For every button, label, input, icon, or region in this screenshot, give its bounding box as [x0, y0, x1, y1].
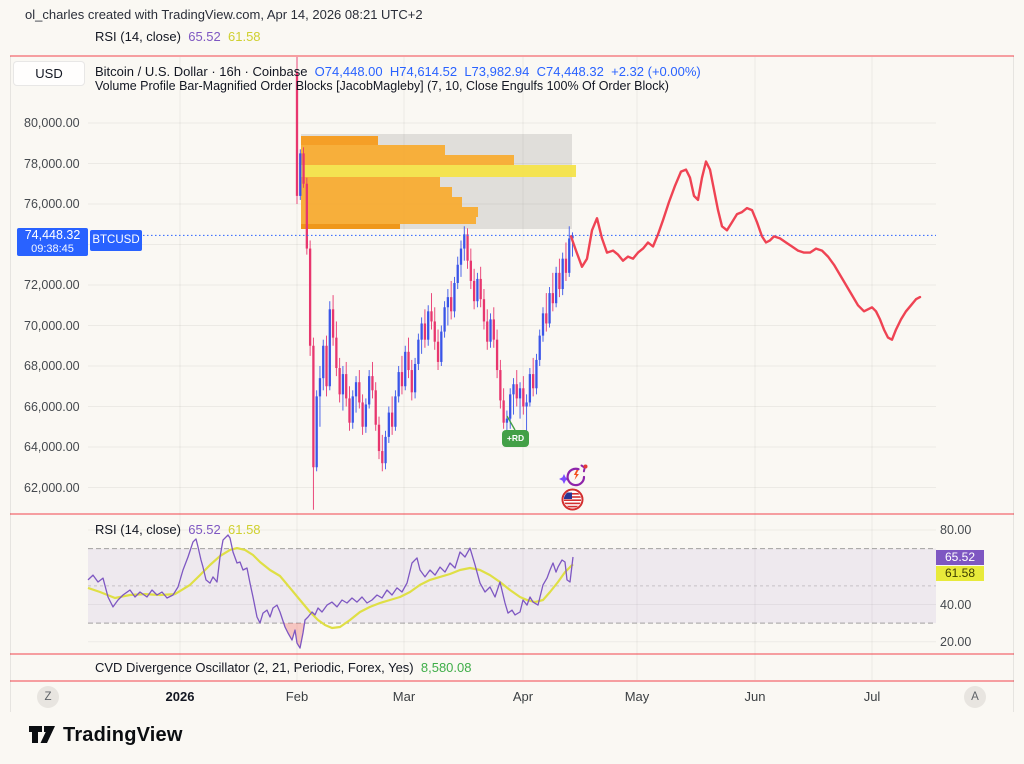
indicator-legend[interactable]: Volume Profile Bar-Magnified Order Block… — [95, 79, 669, 93]
cvd-pane-legend[interactable]: CVD Divergence Oscillator (2, 21, Period… — [95, 660, 471, 675]
pane-separator-axis[interactable] — [10, 680, 1014, 682]
time-tick-Feb: Feb — [285, 689, 309, 704]
widget-border-right — [1013, 56, 1014, 712]
rsi-ma-line — [87, 546, 574, 630]
profile-row — [301, 155, 514, 165]
projection-line — [569, 160, 922, 341]
price-change: +2.32 (+0.00%) — [611, 64, 701, 79]
volume-profile — [301, 134, 576, 229]
price-tick-label: 66,000.00 — [24, 399, 80, 414]
symbol-price-label-badge: BTCUSD — [90, 230, 142, 251]
rsi-oversold-fill — [283, 623, 308, 649]
current-price-badge: 74,448.32 09:38:45 — [17, 228, 88, 256]
pane-separator-cvd[interactable] — [10, 653, 1014, 655]
rsi-legend-title: RSI (14, close) — [95, 522, 181, 537]
profile-row — [301, 197, 462, 207]
time-tick-May: May — [624, 689, 650, 704]
tradingview-logo[interactable]: TradingView — [28, 722, 183, 748]
scroll-right-button[interactable]: A — [964, 686, 986, 708]
ohlc-high: H74,614.52 — [389, 64, 458, 79]
profile-row — [301, 224, 400, 229]
attribution-text: ol_charles created with TradingView.com,… — [25, 7, 423, 22]
profile-row — [301, 136, 378, 145]
usa-flag-badge-icon[interactable] — [561, 488, 584, 516]
profile-row — [301, 145, 445, 155]
time-tick-Apr: Apr — [512, 689, 534, 704]
time-tick-Mar: Mar — [392, 689, 416, 704]
time-tick-Jul: Jul — [863, 689, 881, 704]
price-tick-label: 80,000.00 — [24, 116, 80, 130]
cvd-value: 8,580.08 — [420, 660, 472, 675]
rd-marker-pointer — [506, 415, 516, 431]
rsi-pane-legend[interactable]: RSI (14, close) 65.52 61.58 — [95, 522, 261, 537]
pane-separator-top[interactable] — [10, 55, 1014, 57]
candles — [295, 57, 574, 510]
rsi-ma-top-value: 61.58 — [228, 29, 261, 44]
profile-row — [301, 177, 440, 187]
profile-row — [301, 207, 478, 217]
tradingview-logo-mark — [29, 726, 55, 743]
scroll-left-button[interactable]: Z — [37, 686, 59, 708]
ohlc-low: L73,982.94 — [464, 64, 530, 79]
price-tick-label: 68,000.00 — [24, 359, 80, 373]
time-tick-2026: 2026 — [165, 689, 195, 704]
rsi-top-legend[interactable]: RSI (14, close) 65.52 61.58 — [95, 29, 261, 44]
price-tick-label: 70,000.00 — [24, 318, 80, 333]
rsi-value-badge: 65.52 — [936, 550, 984, 565]
price-tick-label: 76,000.00 — [24, 197, 80, 211]
pane-separator-rsi[interactable] — [10, 513, 1014, 515]
rsi-value: 65.52 — [188, 522, 221, 537]
price-tick-label: 64,000.00 — [24, 440, 80, 454]
profile-row — [301, 217, 476, 224]
rsi-top-value: 65.52 — [188, 29, 221, 44]
rsi-tick-label: 80.00 — [940, 523, 972, 537]
cvd-legend-title: CVD Divergence Oscillator (2, 21, Period… — [95, 660, 414, 675]
time-tick-Jun: Jun — [744, 689, 766, 704]
profile-poc-row — [301, 165, 576, 177]
ohlc-close: C74,448.32 — [536, 64, 604, 79]
tradingview-logo-text: TradingView — [63, 723, 183, 746]
currency-toggle-button[interactable]: USD — [13, 61, 85, 86]
rsi-ma-value-badge: 61.58 — [936, 566, 984, 581]
price-tick-label: 62,000.00 — [24, 480, 80, 495]
rsi-top-legend-title: RSI (14, close) — [95, 29, 181, 44]
symbol-title: Bitcoin / U.S. Dollar · 16h · Coinbase — [95, 64, 308, 79]
rsi-tick-label: 40.00 — [940, 597, 972, 612]
current-price-value: 74,448.32 — [24, 228, 81, 242]
bar-countdown: 09:38:45 — [31, 243, 74, 255]
rd-signal-marker[interactable]: +RD — [502, 430, 529, 447]
price-tick-label: 78,000.00 — [24, 156, 80, 171]
rsi-tick-label: 20.00 — [940, 634, 972, 649]
rsi-line — [87, 534, 574, 649]
widget-border-left — [10, 56, 11, 712]
profile-row — [301, 187, 452, 197]
rsi-ma-value: 61.58 — [228, 522, 261, 537]
ai-refresh-bolt-icon[interactable] — [557, 463, 589, 496]
symbol-legend[interactable]: Bitcoin / U.S. Dollar · 16h · Coinbase O… — [95, 64, 701, 79]
rsi-pane-graphics — [87, 529, 936, 649]
price-gridlines — [88, 122, 936, 488]
ohlc-open: O74,448.00 — [314, 64, 383, 79]
price-tick-label: 72,000.00 — [24, 278, 80, 292]
